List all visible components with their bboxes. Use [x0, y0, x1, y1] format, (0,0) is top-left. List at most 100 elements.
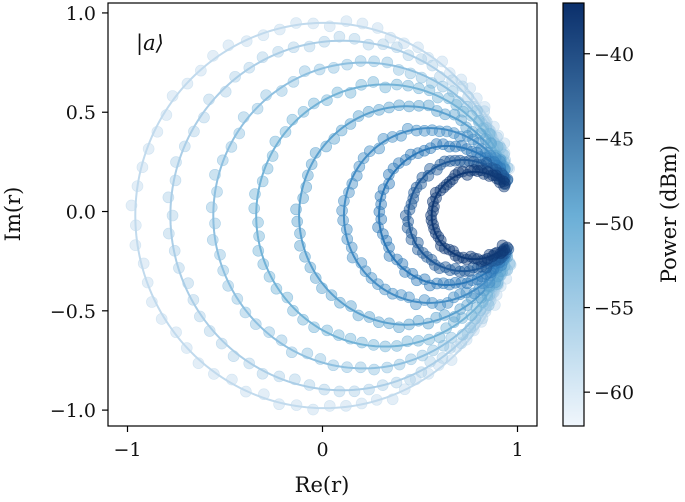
data-point — [463, 155, 476, 167]
data-point — [240, 35, 253, 47]
data-point — [384, 31, 397, 44]
data-point — [352, 110, 365, 122]
data-point — [257, 258, 270, 270]
data-point — [222, 39, 235, 52]
data-point — [273, 370, 286, 383]
colorbar-tick-label: −55 — [594, 298, 634, 320]
data-point — [340, 15, 353, 27]
data-point — [344, 332, 357, 345]
data-point — [225, 141, 238, 153]
data-point — [318, 383, 331, 396]
data-point — [447, 291, 460, 304]
data-point — [453, 252, 465, 264]
data-point — [355, 397, 368, 410]
data-point — [445, 354, 458, 366]
data-point — [427, 218, 439, 231]
data-point — [227, 350, 240, 363]
data-point — [423, 333, 435, 346]
data-point — [325, 289, 338, 301]
data-point — [405, 353, 417, 366]
series-0 — [125, 15, 516, 416]
data-point — [468, 287, 481, 300]
data-point — [393, 358, 406, 371]
data-point — [130, 219, 142, 232]
data-point — [303, 379, 316, 391]
data-point — [266, 150, 279, 162]
data-point — [436, 80, 449, 93]
data-point — [433, 125, 446, 138]
data-point — [209, 217, 221, 230]
data-point — [379, 340, 392, 353]
data-point — [348, 32, 361, 45]
colorbar-tick-label: −40 — [594, 44, 634, 66]
x-tick-label: −1 — [113, 439, 141, 461]
data-point — [195, 64, 207, 77]
data-point — [332, 329, 345, 341]
data-point — [496, 245, 509, 258]
data-point — [290, 399, 303, 411]
data-point — [413, 82, 425, 95]
data-point — [442, 92, 455, 105]
data-point — [314, 353, 327, 365]
data-point — [461, 299, 473, 311]
data-point — [455, 337, 467, 350]
data-point — [386, 393, 399, 406]
data-point — [208, 368, 220, 380]
data-point — [249, 188, 261, 200]
data-point — [403, 203, 416, 216]
data-point — [472, 137, 485, 149]
x-axis-label: Re(r) — [295, 473, 350, 497]
data-point — [458, 156, 471, 168]
data-point — [404, 67, 417, 80]
data-point — [141, 276, 154, 289]
data-point — [426, 77, 438, 89]
data-point — [290, 203, 302, 216]
data-point — [393, 99, 405, 112]
data-point — [390, 376, 403, 389]
data-point — [318, 35, 331, 48]
data-point — [263, 270, 276, 283]
data-point — [341, 223, 353, 236]
data-point — [475, 292, 487, 304]
x-axis-ticks: −1 0 1 — [113, 426, 524, 461]
data-point — [446, 85, 459, 98]
data-point — [279, 126, 292, 138]
data-point — [368, 363, 380, 376]
data-point — [162, 191, 175, 204]
data-point — [406, 268, 419, 280]
data-point — [355, 79, 368, 91]
data-point — [415, 71, 428, 84]
data-point — [187, 294, 200, 306]
fit-line-0 — [134, 21, 509, 410]
data-point — [449, 276, 462, 289]
data-point — [281, 291, 294, 304]
data-point — [298, 65, 311, 77]
data-point — [462, 90, 474, 103]
y-tick-label: 1.0 — [66, 3, 96, 25]
data-point — [418, 144, 431, 157]
state-annotation: |a⟩ — [136, 31, 164, 56]
data-point — [362, 38, 375, 51]
fit-line-2 — [212, 61, 508, 370]
data-point — [219, 85, 232, 98]
data-point — [203, 325, 216, 337]
colorbar-tick-label: −50 — [594, 213, 634, 235]
data-point — [412, 236, 424, 249]
data-point — [354, 55, 367, 67]
data-point — [448, 108, 461, 121]
data-point — [136, 161, 149, 174]
data-point — [381, 56, 394, 69]
data-point — [257, 29, 270, 42]
data-point — [331, 86, 344, 99]
data-point — [395, 289, 407, 301]
data-point — [237, 111, 250, 123]
data-point — [376, 379, 389, 391]
series-2 — [205, 55, 516, 376]
series-7 — [399, 154, 515, 278]
y-axis-ticks: −1.0 −0.5 0.0 0.5 1.0 — [50, 3, 108, 422]
data-point — [380, 234, 393, 247]
colorbar — [562, 2, 585, 427]
data-point — [338, 195, 350, 207]
data-point — [179, 140, 191, 153]
data-point — [261, 162, 274, 175]
